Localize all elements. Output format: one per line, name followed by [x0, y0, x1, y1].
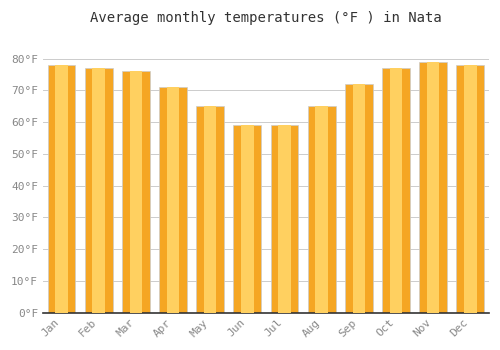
Bar: [56, 65, 68, 313]
Bar: [456, 65, 484, 313]
Bar: [159, 87, 187, 313]
Bar: [92, 68, 105, 313]
Bar: [390, 68, 402, 313]
Bar: [204, 106, 216, 313]
Bar: [167, 87, 179, 313]
Bar: [345, 84, 373, 313]
Bar: [464, 65, 476, 313]
Bar: [382, 68, 410, 313]
Bar: [270, 125, 298, 313]
Bar: [427, 62, 440, 313]
Bar: [419, 62, 447, 313]
Bar: [241, 125, 254, 313]
Bar: [352, 84, 365, 313]
Bar: [278, 125, 291, 313]
Bar: [316, 106, 328, 313]
Bar: [48, 65, 76, 313]
Bar: [234, 125, 262, 313]
Bar: [308, 106, 336, 313]
Bar: [196, 106, 224, 313]
Title: Average monthly temperatures (°F ) in Nata: Average monthly temperatures (°F ) in Na…: [90, 11, 442, 25]
Bar: [130, 71, 142, 313]
Bar: [122, 71, 150, 313]
Bar: [85, 68, 112, 313]
